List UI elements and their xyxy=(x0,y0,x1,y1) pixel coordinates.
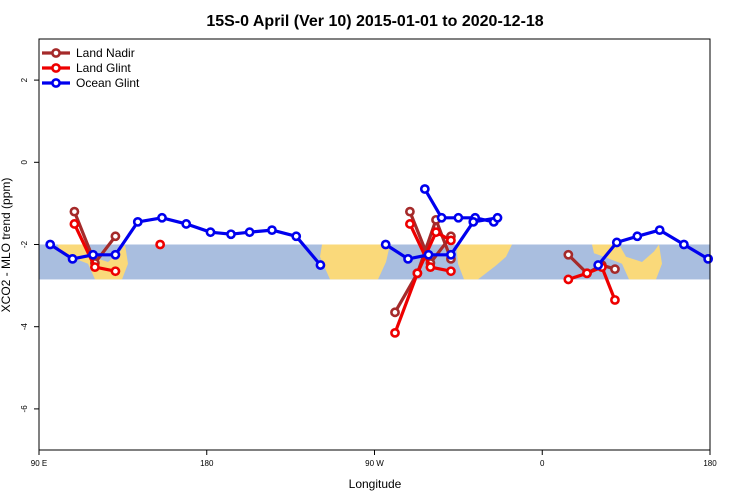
data-point xyxy=(654,225,665,236)
y-tick-label: 2 xyxy=(20,77,29,82)
data-point xyxy=(610,295,620,305)
data-point xyxy=(412,268,423,279)
data-point xyxy=(468,216,479,227)
data-point xyxy=(205,227,216,238)
data-point xyxy=(492,212,503,223)
series-layer xyxy=(45,184,714,338)
legend-marker xyxy=(51,63,61,73)
series-line xyxy=(566,265,617,302)
land-shape xyxy=(320,244,390,280)
data-point xyxy=(703,253,714,264)
legend-label: Ocean Glint xyxy=(76,76,140,90)
data-point xyxy=(267,225,277,236)
data-point xyxy=(69,206,80,217)
data-point xyxy=(611,237,622,248)
data-point xyxy=(88,249,98,260)
data-point xyxy=(67,253,78,264)
legend-marker xyxy=(51,48,61,58)
x-axis-label: Longitude xyxy=(349,477,402,491)
x-tick-label: 90 W xyxy=(365,459,384,468)
data-point xyxy=(157,212,167,223)
data-point xyxy=(563,274,574,285)
data-point xyxy=(69,219,80,229)
data-point xyxy=(436,212,447,223)
y-axis-label: XCO2 - MLO trend (ppm) xyxy=(0,178,13,313)
data-point xyxy=(132,216,143,227)
data-point xyxy=(446,266,456,277)
data-point xyxy=(380,239,391,250)
data-point xyxy=(110,231,121,242)
data-point xyxy=(90,262,100,273)
legend-label: Land Nadir xyxy=(76,46,135,60)
data-point xyxy=(181,219,192,229)
data-point xyxy=(110,249,121,260)
data-point xyxy=(291,231,302,242)
x-tick-label: 0 xyxy=(540,459,545,468)
data-point xyxy=(632,231,643,242)
data-point xyxy=(45,239,56,250)
series-line xyxy=(393,218,453,314)
legend-marker xyxy=(51,78,61,88)
data-point xyxy=(425,262,436,273)
data-point xyxy=(110,266,121,277)
chart-title: 15S-0 April (Ver 10) 2015-01-01 to 2020-… xyxy=(206,13,543,30)
data-point xyxy=(582,268,592,279)
data-point xyxy=(453,212,464,223)
land-shape xyxy=(456,244,512,280)
data-point xyxy=(446,249,456,260)
data-point xyxy=(446,235,456,246)
data-point xyxy=(419,184,430,194)
x-tick-label: 180 xyxy=(200,459,214,468)
data-point xyxy=(226,229,236,240)
data-point xyxy=(593,260,604,270)
data-point xyxy=(610,264,620,275)
data-point xyxy=(563,249,574,260)
x-tick-label: 90 E xyxy=(31,459,47,468)
data-point xyxy=(423,249,434,260)
data-point xyxy=(390,307,400,318)
y-tick-label: -4 xyxy=(20,323,29,331)
data-point xyxy=(405,219,415,229)
y-tick-label: -6 xyxy=(20,405,29,413)
data-point xyxy=(403,253,413,264)
x-tick-label: 180 xyxy=(703,459,717,468)
legend-label: Land Glint xyxy=(76,61,131,75)
data-point xyxy=(390,327,400,338)
y-axis: 2 0 -2 -4 -6 xyxy=(20,77,39,412)
y-tick-label: -2 xyxy=(20,240,29,248)
data-point xyxy=(431,227,441,238)
data-point xyxy=(405,206,415,217)
series-ocean-glint xyxy=(45,184,714,270)
y-tick-label: 0 xyxy=(20,160,29,165)
x-axis: 90 E 180 90 W 0 180 xyxy=(31,450,717,468)
data-point xyxy=(244,227,255,238)
data-point xyxy=(679,239,689,250)
data-point xyxy=(315,260,326,270)
data-point xyxy=(155,239,166,250)
